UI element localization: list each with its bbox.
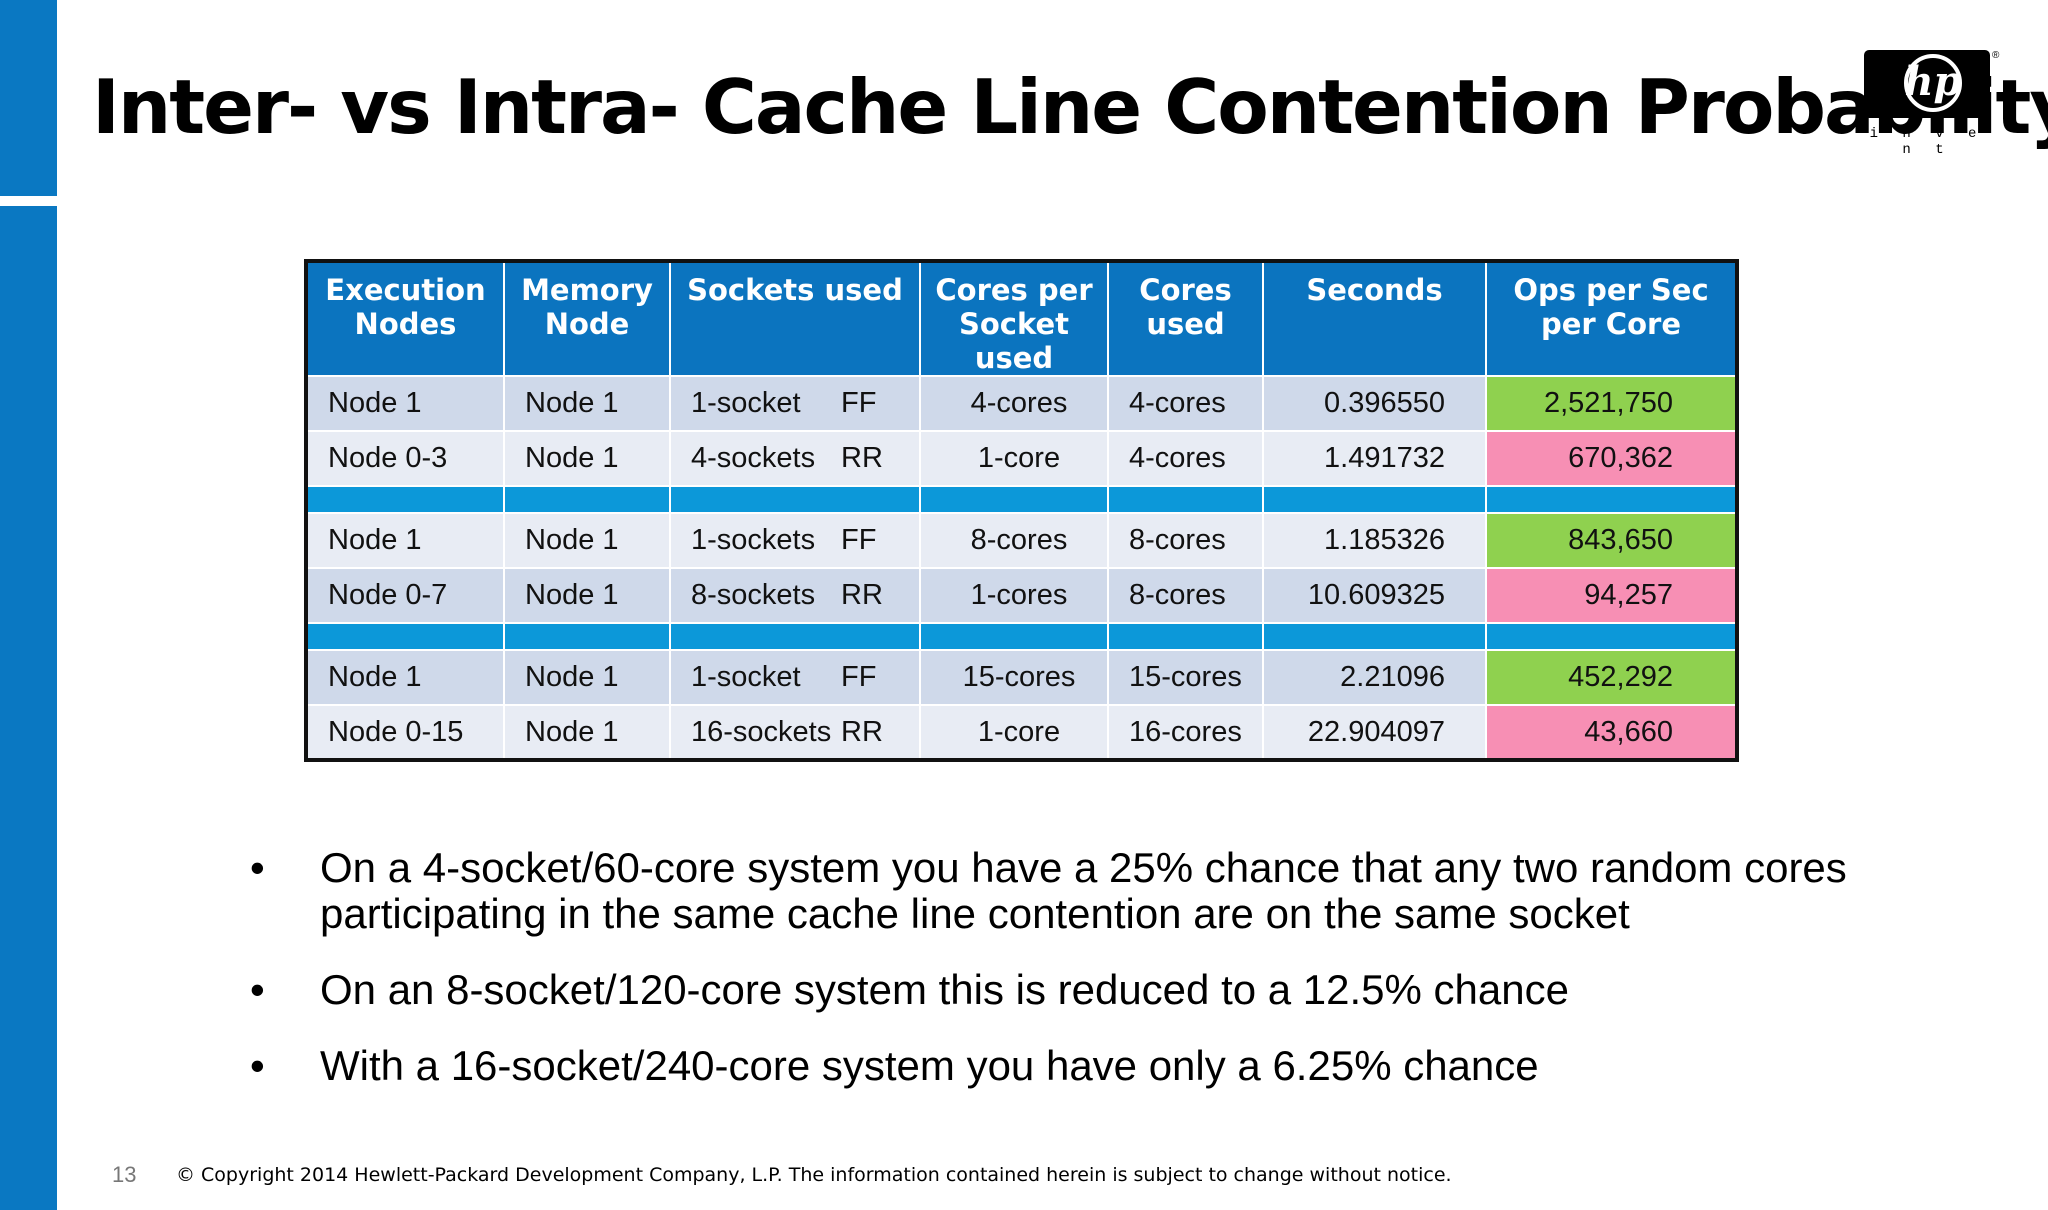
cell-sockets: 1-socket FF [669, 375, 921, 432]
header-cores-per-socket: Cores per Socket used [919, 261, 1109, 376]
cell-seconds: 1.185326 [1262, 512, 1487, 569]
cell-exec-nodes: Node 0-7 [305, 567, 505, 624]
cell-cores-used: 15-cores [1107, 649, 1264, 706]
cell-ops-per-sec: 843,650 [1485, 512, 1738, 569]
bullet-item: • On a 4-socket/60-core system you have a… [250, 845, 1890, 937]
table-row: Node 1 Node 1 1-sockets FF 8-cores 8-core… [305, 512, 1738, 569]
header-seconds: Seconds [1262, 261, 1487, 376]
cell-exec-nodes: Node 0-3 [305, 430, 505, 487]
page-number: 13 [112, 1162, 137, 1187]
cell-exec-nodes: Node 0-15 [305, 704, 505, 761]
cell-cores-per-socket: 1-core [919, 704, 1109, 761]
bullet-item: • With a 16-socket/240-core system you ha… [250, 1043, 1890, 1089]
cell-cores-per-socket: 8-cores [919, 512, 1109, 569]
table-row: Node 1 Node 1 1-socket FF 4-cores 4-cores… [305, 375, 1738, 432]
cell-ops-per-sec: 43,660 [1485, 704, 1738, 761]
cell-ops-per-sec: 452,292 [1485, 649, 1738, 706]
cell-sockets: 8-sockets RR [669, 567, 921, 624]
sockets-value: 1-socket [691, 387, 801, 419]
sockets-value: 16-sockets [691, 715, 832, 748]
left-accent-bar-bottom [0, 206, 57, 1210]
header-cores-used: Cores used [1107, 261, 1264, 376]
cell-cores-used: 4-cores [1107, 375, 1264, 432]
cell-ops-per-sec: 2,521,750 [1485, 375, 1738, 432]
placement-mode: RR [841, 442, 883, 474]
placement-mode: RR [841, 579, 883, 611]
cell-cores-per-socket: 1-core [919, 430, 1109, 487]
cell-memory-node: Node 1 [503, 375, 671, 432]
registered-mark: ® [1992, 50, 2000, 61]
cell-memory-node: Node 1 [503, 704, 671, 761]
bullet-item: • On an 8-socket/120-core system this is … [250, 967, 1890, 1013]
cell-sockets: 16-sockets RR [669, 704, 921, 761]
hp-logo: hp ® i n v e n t [1858, 50, 2000, 158]
table-row: Node 0-3 Node 1 4-sockets RR 1-core 4-cor… [305, 430, 1738, 487]
contention-table: Execution Nodes Memory Node Sockets used… [304, 259, 1739, 762]
hp-logo-circle [1904, 54, 1962, 112]
group-separator-row [305, 485, 1738, 514]
slide-title: Inter- vs Intra- Cache Line Contention P… [92, 63, 2048, 151]
placement-mode: FF [841, 524, 877, 556]
cell-seconds: 10.609325 [1262, 567, 1487, 624]
bullet-text: With a 16-socket/240-core system you hav… [320, 1042, 1539, 1089]
placement-mode: FF [841, 661, 877, 693]
hp-logo-tagline: i n v e n t [1869, 126, 1985, 158]
table-row: Node 0-15 Node 1 16-sockets RR 1-core 16-… [305, 704, 1738, 761]
sockets-value: 1-sockets [691, 524, 816, 556]
cell-cores-per-socket: 1-cores [919, 567, 1109, 624]
cell-sockets: 4-sockets RR [669, 430, 921, 487]
bullet-dot: • [250, 1042, 265, 1089]
cell-exec-nodes: Node 1 [305, 512, 505, 569]
header-execution-nodes: Execution Nodes [305, 261, 505, 376]
cell-sockets: 1-sockets FF [669, 512, 921, 569]
cell-memory-node: Node 1 [503, 430, 671, 487]
bullet-dot: • [250, 844, 265, 891]
sockets-value: 4-sockets [691, 442, 816, 474]
group-separator-row [305, 622, 1738, 651]
placement-mode: FF [841, 387, 877, 419]
cell-memory-node: Node 1 [503, 512, 671, 569]
bullet-dot: • [250, 966, 265, 1013]
cell-seconds: 2.21096 [1262, 649, 1487, 706]
cell-exec-nodes: Node 1 [305, 375, 505, 432]
cell-cores-used: 8-cores [1107, 567, 1264, 624]
cell-cores-used: 16-cores [1107, 704, 1264, 761]
cell-exec-nodes: Node 1 [305, 649, 505, 706]
cell-seconds: 22.904097 [1262, 704, 1487, 761]
header-sockets-used: Sockets used [669, 261, 921, 376]
cell-memory-node: Node 1 [503, 567, 671, 624]
header-memory-node: Memory Node [503, 261, 671, 376]
table-header-row: Execution Nodes Memory Node Sockets used… [305, 261, 1738, 376]
header-ops-per-sec: Ops per Sec per Core [1485, 261, 1738, 376]
cell-ops-per-sec: 670,362 [1485, 430, 1738, 487]
cell-seconds: 0.396550 [1262, 375, 1487, 432]
cell-sockets: 1-socket FF [669, 649, 921, 706]
hp-logo-box: hp [1864, 50, 1990, 118]
table-row: Node 0-7 Node 1 8-sockets RR 1-cores 8-co… [305, 567, 1738, 624]
bullet-text: On an 8-socket/120-core system this is r… [320, 966, 1569, 1013]
sockets-value: 8-sockets [691, 579, 816, 611]
cell-memory-node: Node 1 [503, 649, 671, 706]
cell-cores-used: 4-cores [1107, 430, 1264, 487]
sockets-value: 1-socket [691, 661, 801, 693]
table-row: Node 1 Node 1 1-socket FF 15-cores 15-cor… [305, 649, 1738, 706]
hp-logo-text: hp [1904, 58, 1962, 105]
cell-ops-per-sec: 94,257 [1485, 567, 1738, 624]
bullet-list: • On a 4-socket/60-core system you have a… [250, 845, 1890, 1119]
left-accent-bar-top [0, 0, 57, 196]
cell-cores-per-socket: 4-cores [919, 375, 1109, 432]
bullet-text: On a 4-socket/60-core system you have a … [320, 844, 1847, 937]
copyright-notice: © Copyright 2014 Hewlett-Packard Develop… [176, 1164, 1452, 1186]
placement-mode: RR [841, 715, 883, 748]
cell-cores-per-socket: 15-cores [919, 649, 1109, 706]
cell-cores-used: 8-cores [1107, 512, 1264, 569]
cell-seconds: 1.491732 [1262, 430, 1487, 487]
